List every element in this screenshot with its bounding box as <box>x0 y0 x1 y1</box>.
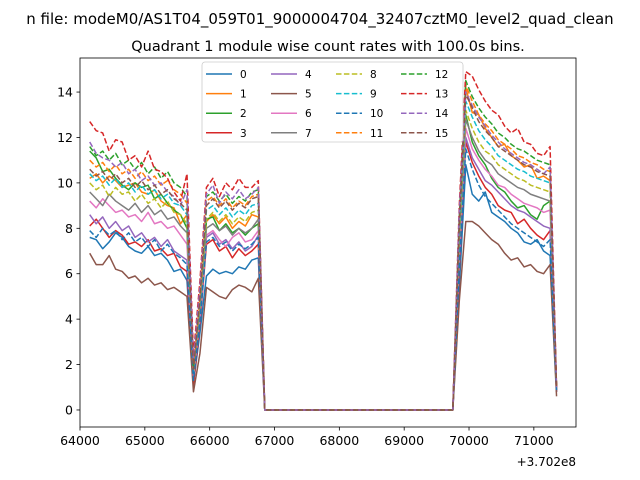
x-tick-label: 68000 <box>319 433 359 448</box>
legend-label-7: 7 <box>305 128 312 140</box>
y-tick-label: 10 <box>57 175 73 190</box>
y-tick-label: 6 <box>65 266 73 281</box>
legend-label-3: 3 <box>240 128 247 140</box>
series-lines <box>89 70 558 411</box>
x-tick-label: 66000 <box>190 433 230 448</box>
legend-label-14: 14 <box>435 108 449 120</box>
axes: 64000 65000 66000 67000 68000 69000 70000 71000… <box>57 57 577 448</box>
y-tick-label: 12 <box>57 130 73 145</box>
figure-suptitle: n file: modeM0/AS1T04_059T01_9000004704_… <box>26 10 613 29</box>
x-tick-label: 64000 <box>60 433 100 448</box>
legend-label-13: 13 <box>435 89 448 101</box>
legend-label-4: 4 <box>305 69 312 81</box>
series-line-8 <box>89 109 558 411</box>
legend-label-15: 15 <box>435 128 448 140</box>
legend-label-1: 1 <box>240 89 247 101</box>
legend-label-8: 8 <box>370 69 377 81</box>
series-line-14 <box>89 91 558 411</box>
legend-label-0: 0 <box>240 69 247 81</box>
legend-label-9: 9 <box>370 89 377 101</box>
y-tick-label: 8 <box>65 221 73 236</box>
y-tick-label: 14 <box>57 85 73 100</box>
y-tick-label: 0 <box>65 402 73 417</box>
x-tick-label: 70000 <box>449 433 489 448</box>
legend-label-2: 2 <box>240 108 247 120</box>
chart-title: Quadrant 1 module wise count rates with … <box>131 39 525 55</box>
legend-label-10: 10 <box>370 108 383 120</box>
x-tick-label: 69000 <box>384 433 424 448</box>
legend-box <box>201 61 464 143</box>
legend-label-11: 11 <box>370 128 383 140</box>
x-tick-label: 65000 <box>125 433 165 448</box>
series-line-11 <box>89 84 558 411</box>
y-tick-label: 4 <box>65 312 73 327</box>
series-line-15 <box>89 93 558 411</box>
series-line-9 <box>89 100 558 411</box>
series-line-13 <box>89 70 558 411</box>
x-offset-label: +3.702e8 <box>517 455 576 469</box>
plot-frame <box>79 57 577 428</box>
x-tick-label: 67000 <box>255 433 295 448</box>
legend-label-6: 6 <box>305 108 312 120</box>
legend-label-5: 5 <box>305 89 312 101</box>
legend-label-12: 12 <box>435 69 448 81</box>
x-tick-label: 71000 <box>514 433 554 448</box>
y-tick-label: 2 <box>65 357 73 372</box>
